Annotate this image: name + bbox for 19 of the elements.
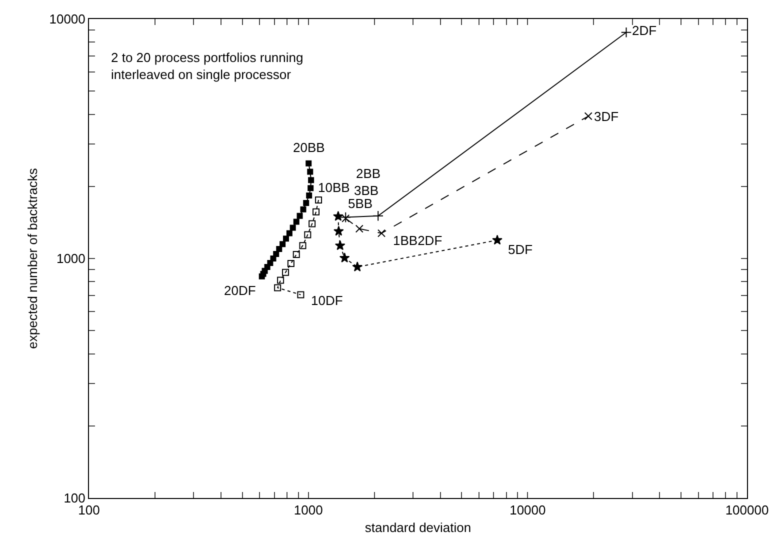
annotation: 10BB: [318, 180, 350, 195]
annotation: 2BB: [356, 166, 381, 181]
annotation: 20DF: [224, 283, 256, 298]
y-tick-label: 1000: [56, 251, 86, 266]
x-axis-title: standard deviation: [364, 520, 472, 536]
y-tick-label: 10000: [49, 12, 86, 27]
annotation: 2 to 20 process portfolios running interleaved on single processor: [111, 50, 304, 82]
annotation: 3DF: [594, 109, 619, 124]
x-tick-label: 10000: [510, 502, 546, 518]
annotation: 5BB: [348, 196, 373, 211]
y-axis-title: expected number of backtracks: [25, 168, 40, 349]
annotation: 20BB: [293, 140, 325, 155]
annotation: 2DF: [632, 23, 657, 38]
x-tick-label: 1000: [294, 502, 323, 518]
annotation: 3BB: [354, 183, 379, 198]
annotation: 1BB2DF: [393, 233, 442, 248]
annotation: 10DF: [311, 293, 343, 308]
x-tick-label: 100000: [725, 502, 769, 518]
annotation: 5DF: [508, 242, 533, 257]
